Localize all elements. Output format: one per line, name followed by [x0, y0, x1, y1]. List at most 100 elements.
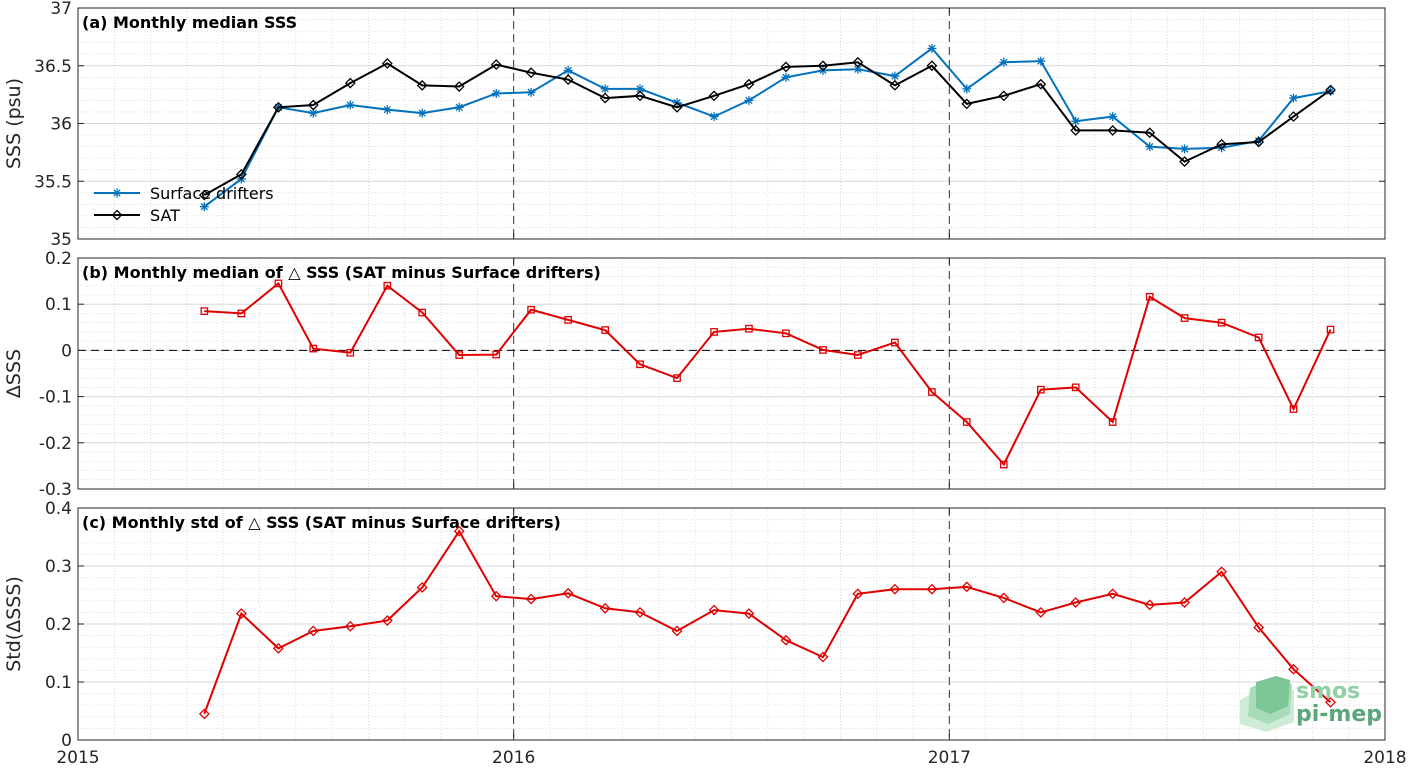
data-point: [926, 60, 938, 72]
data-point: [1107, 588, 1119, 600]
data-point: [1216, 138, 1228, 150]
data-point: [961, 581, 973, 593]
legend-entry: SAT: [150, 206, 180, 225]
data-point: [634, 90, 646, 102]
tick-marks: [77, 7, 1386, 240]
tick-marks: [77, 257, 1386, 490]
data-point: [780, 634, 792, 646]
y-tick-label: 0: [61, 731, 72, 751]
data-point: [708, 90, 720, 102]
data-point: [1325, 696, 1336, 708]
data-point: [1180, 144, 1190, 154]
data-point: [453, 81, 465, 92]
data-point: [453, 525, 465, 537]
data-point: [344, 620, 356, 632]
data-point: [1108, 112, 1118, 122]
panel-b-monthly-median-delta-sss: -0.3 -0.2 -0.1 0 0.1 0.2 ΔSSS (b) Monthly media…: [3, 249, 1386, 500]
x-tick-label: 2018: [1363, 748, 1406, 768]
smos-pi-mep-logo: smos pi-mep: [1240, 676, 1382, 732]
data-point: [1326, 325, 1335, 334]
tick-marks: [77, 507, 1386, 741]
axes-box: [77, 257, 1386, 490]
data-point: [1035, 78, 1047, 90]
data-point: [999, 57, 1009, 67]
data-point: [1036, 385, 1045, 394]
data-point: [526, 87, 536, 97]
data-point: [1288, 663, 1299, 675]
series-sat: [198, 56, 1336, 201]
data-point: [307, 625, 319, 637]
data-point: [599, 92, 611, 104]
data-point: [563, 65, 573, 75]
data-point: [962, 418, 971, 426]
data-point: [819, 346, 827, 354]
data-point: [237, 309, 246, 318]
major-grid: [78, 65, 1385, 182]
data-point: [1253, 622, 1265, 633]
y-tick-label: -0.2: [39, 434, 72, 454]
panel-title: (b) Monthly median of △ SSS (SAT minus S…: [82, 263, 601, 282]
data-point: [198, 708, 210, 720]
legend: Surface drifters SAT: [94, 184, 274, 225]
data-point: [1144, 599, 1156, 611]
y-tick-label: 37: [50, 0, 72, 19]
data-point: [455, 351, 464, 359]
series-delta: [198, 525, 1336, 720]
y-tick-label: 36: [50, 115, 72, 135]
data-point: [817, 651, 829, 663]
panel-title: (a) Monthly median SSS: [82, 13, 297, 32]
y-tick-label: 0.1: [45, 673, 72, 693]
data-point: [490, 59, 502, 71]
data-point: [308, 108, 318, 118]
minor-grid: [78, 8, 1385, 239]
data-point: [346, 348, 355, 357]
data-point: [853, 351, 862, 359]
data-point: [454, 102, 464, 112]
data-point: [1107, 125, 1119, 136]
data-point: [998, 592, 1010, 604]
data-point: [381, 615, 393, 626]
logo-line2: pi-mep: [1296, 702, 1382, 727]
y-tick-label: 0.1: [45, 295, 72, 315]
minor-grid: [78, 258, 1385, 489]
data-point: [636, 360, 644, 369]
data-point: [492, 350, 501, 359]
data-point: [1035, 606, 1047, 618]
data-point: [1325, 84, 1336, 96]
x-tick-label: 2016: [492, 748, 535, 768]
data-point: [817, 60, 829, 72]
y-tick-label: 0: [61, 341, 72, 361]
data-point: [928, 388, 936, 396]
data-point: [1180, 314, 1189, 322]
data-point: [416, 582, 428, 593]
data-point: [852, 588, 864, 600]
data-point: [1108, 418, 1117, 426]
data-point: [272, 642, 284, 654]
data-point: [199, 202, 209, 212]
legend-marker: [112, 188, 122, 198]
data-point: [1145, 142, 1155, 152]
data-point: [198, 189, 210, 201]
y-tick-label: 0.2: [45, 615, 72, 635]
data-point: [1289, 93, 1299, 103]
series-line: [204, 281, 1332, 467]
y-tick-label: 35: [50, 230, 72, 250]
x-tick-label: 2015: [56, 748, 99, 768]
data-point: [1217, 318, 1226, 327]
data-point: [1036, 56, 1046, 66]
series-line: [203, 529, 1332, 715]
data-point: [1179, 156, 1191, 168]
data-point: [527, 305, 535, 314]
series-delta: [200, 279, 1335, 469]
data-point: [235, 168, 247, 180]
data-point: [743, 608, 755, 619]
data-point: [671, 625, 683, 637]
data-point: [274, 279, 283, 288]
data-point: [889, 79, 901, 91]
series-line: [203, 61, 1332, 196]
data-point: [1288, 111, 1299, 122]
data-point: [709, 112, 719, 122]
data-point: [781, 72, 791, 82]
legend-marker: [111, 209, 123, 221]
